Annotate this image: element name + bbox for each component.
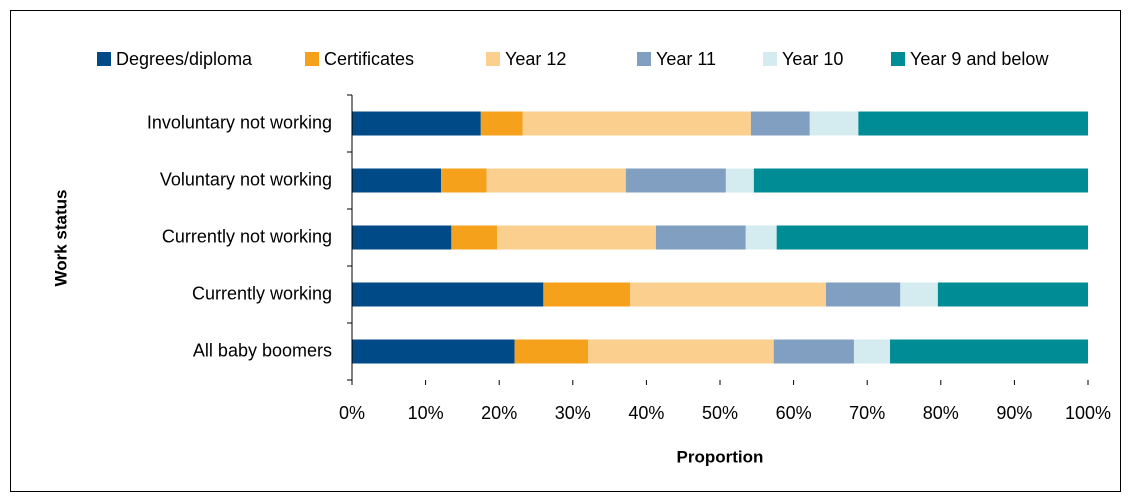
x-tick-label: 70% bbox=[849, 403, 885, 423]
bar-segment bbox=[486, 168, 626, 193]
y-tick-label: All baby boomers bbox=[193, 340, 332, 360]
bar-segment bbox=[858, 111, 1088, 136]
bar-segment bbox=[522, 111, 751, 136]
bar-segment bbox=[514, 339, 589, 364]
legend-label: Year 12 bbox=[505, 49, 566, 69]
bar-segment bbox=[352, 339, 515, 364]
bar-segment bbox=[496, 225, 656, 250]
bar-segment bbox=[853, 339, 891, 364]
bar-segment bbox=[937, 282, 1088, 307]
x-tick-label: 90% bbox=[996, 403, 1032, 423]
bar-segment bbox=[725, 168, 754, 193]
bar-segment bbox=[352, 282, 544, 307]
bar-segment bbox=[630, 282, 826, 307]
bar-segment bbox=[588, 339, 774, 364]
bar-segment bbox=[745, 225, 777, 250]
bar-segment bbox=[543, 282, 631, 307]
y-axis-title: Work status bbox=[51, 190, 70, 287]
bar-segment bbox=[625, 168, 726, 193]
x-tick-label: 100% bbox=[1065, 403, 1111, 423]
x-tick-label: 50% bbox=[702, 403, 738, 423]
legend-swatch bbox=[891, 52, 905, 66]
legend-label: Degrees/diploma bbox=[116, 49, 253, 69]
y-tick-label: Currently not working bbox=[162, 226, 332, 246]
bar-segment bbox=[809, 111, 859, 136]
bar-segment bbox=[480, 111, 523, 136]
bar-segment bbox=[890, 339, 1088, 364]
bar-segment bbox=[352, 168, 442, 193]
bar-segment bbox=[451, 225, 497, 250]
y-tick-label: Voluntary not working bbox=[160, 169, 332, 189]
bar-segment bbox=[776, 225, 1088, 250]
bar-segment bbox=[655, 225, 746, 250]
x-tick-label: 10% bbox=[408, 403, 444, 423]
legend-swatch bbox=[97, 52, 111, 66]
legend-swatch bbox=[305, 52, 319, 66]
bar-segment bbox=[900, 282, 938, 307]
x-tick-label: 30% bbox=[555, 403, 591, 423]
bar-segment bbox=[825, 282, 901, 307]
x-tick-label: 0% bbox=[339, 403, 365, 423]
y-tick-label: Involuntary not working bbox=[147, 112, 332, 132]
bar-segment bbox=[773, 339, 854, 364]
x-axis-title: Proportion bbox=[677, 447, 764, 466]
bar-segment bbox=[352, 225, 452, 250]
legend-label: Year 11 bbox=[656, 49, 716, 69]
bar-segment bbox=[352, 111, 481, 136]
legend-label: Certificates bbox=[324, 49, 414, 69]
legend-swatch bbox=[486, 52, 500, 66]
bar-segment bbox=[750, 111, 810, 136]
legend-swatch bbox=[763, 52, 777, 66]
x-tick-label: 20% bbox=[481, 403, 517, 423]
legend-swatch bbox=[637, 52, 651, 66]
y-tick-label: Currently working bbox=[192, 283, 332, 303]
x-tick-label: 40% bbox=[628, 403, 664, 423]
bar-segment bbox=[753, 168, 1088, 193]
bar-segment bbox=[441, 168, 487, 193]
legend-label: Year 10 bbox=[782, 49, 843, 69]
chart-border bbox=[10, 10, 1121, 492]
x-tick-label: 80% bbox=[923, 403, 959, 423]
x-tick-label: 60% bbox=[776, 403, 812, 423]
legend-label: Year 9 and below bbox=[910, 49, 1049, 69]
